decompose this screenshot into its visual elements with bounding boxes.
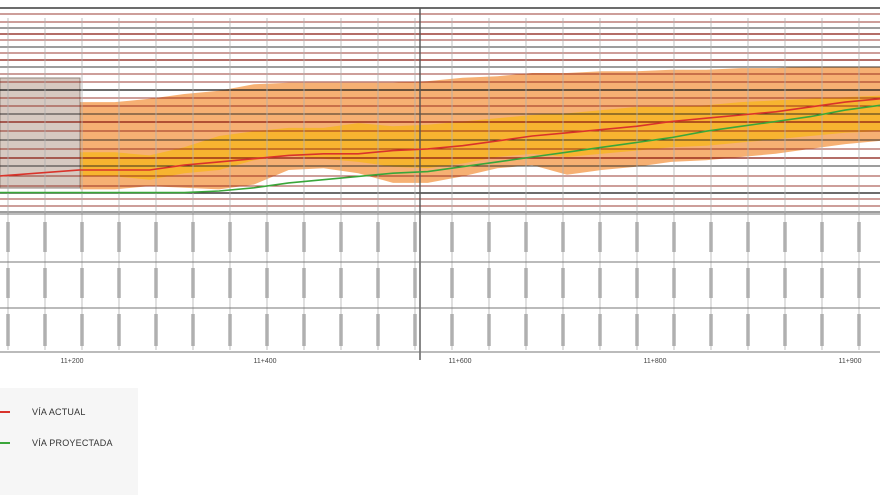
data-table-grid [0,213,880,353]
table-cell-mark [117,268,121,298]
legend: VÍA ACTUAL VÍA PROYECTADA [0,388,138,495]
table-cell-mark [709,222,713,252]
hatched-reference-box [0,77,81,189]
table-cell-mark [191,222,195,252]
table-cell-mark [265,314,269,346]
green-line-icon [0,442,10,444]
chainage-label: 11+200 [60,358,83,365]
series-lines [0,98,880,194]
chainage-label: 11+400 [253,358,276,365]
table-cell-mark [450,222,454,252]
table-cell-mark [672,314,676,346]
table-cell-mark [857,268,861,298]
table-cell-mark [746,222,750,252]
table-cell-mark [635,222,639,252]
table-cell-mark [339,314,343,346]
table-cell-mark [487,314,491,346]
table-cell-mark [117,222,121,252]
table-cell-mark [561,222,565,252]
legend-item-projected: VÍA PROYECTADA [0,436,113,450]
table-cell-mark [672,222,676,252]
table-cell-mark [820,314,824,346]
table-cell-mark [80,222,84,252]
table-cell-mark [635,268,639,298]
table-cell-mark [413,314,417,346]
table-cell-mark [783,314,787,346]
table-cell-mark [709,268,713,298]
table-cell-mark [80,268,84,298]
table-cell-mark [265,268,269,298]
table-cell-mark [524,222,528,252]
table-cell-mark [709,314,713,346]
table-cell-mark [191,268,195,298]
table-cell-mark [6,314,10,346]
longitudinal-profile-chart: 11+200 11+400 11+600 11+800 11+900 [0,7,880,365]
table-cell-mark [302,222,306,252]
table-cell-mark [524,314,528,346]
table-cell-mark [746,314,750,346]
table-cell-mark [783,222,787,252]
legend-label-projected: VÍA PROYECTADA [32,438,113,448]
table-cell-mark [413,222,417,252]
table-cell-mark [857,314,861,346]
table-cell-mark [43,222,47,252]
table-cell-mark [80,314,84,346]
table-cell-mark [857,222,861,252]
table-cell-mark [672,268,676,298]
table-cell-mark [487,268,491,298]
table-cell-mark [561,314,565,346]
table-cell-mark [154,222,158,252]
table-cell-mark [43,314,47,346]
table-cell-mark [450,314,454,346]
table-cell-mark [302,314,306,346]
table-cell-mark [413,268,417,298]
chainage-label: 11+600 [448,358,471,365]
legend-label-actual: VÍA ACTUAL [32,407,86,417]
chainage-label: 11+800 [643,358,666,365]
table-cell-mark [265,222,269,252]
table-cell-mark [228,268,232,298]
reference-lines [0,7,880,213]
table-cell-mark [6,222,10,252]
table-cell-mark [302,268,306,298]
table-cell-mark [376,314,380,346]
table-cell-mark [598,314,602,346]
table-cell-mark [117,314,121,346]
plot-area [0,7,880,360]
table-cell-mark [154,268,158,298]
table-cell-mark [191,314,195,346]
table-cell-mark [339,268,343,298]
table-cell-mark [43,268,47,298]
table-cell-mark [524,268,528,298]
vertical-grid [7,8,860,360]
table-cell-mark [635,314,639,346]
table-cell-mark [6,268,10,298]
series-line-actual-lead [0,169,81,177]
inner-band-area [80,95,880,180]
inner-tolerance-band [80,95,880,180]
series-line-actual [80,98,880,171]
legend-item-actual: VÍA ACTUAL [0,405,86,419]
table-cell-mark [820,268,824,298]
chainage-label: 11+900 [838,358,861,365]
red-line-icon [0,411,10,413]
table-cell-mark [820,222,824,252]
table-cell-mark [561,268,565,298]
table-cell-mark [228,314,232,346]
table-cell-mark [783,268,787,298]
chainage-axis: 11+200 11+400 11+600 11+800 11+900 [60,358,861,365]
table-cell-mark [450,268,454,298]
table-cell-mark [746,268,750,298]
table-cell-mark [487,222,491,252]
table-cell-mark [154,314,158,346]
table-cell-mark [376,268,380,298]
series-line-projected [80,104,880,194]
table-cell-mark [376,222,380,252]
table-cell-mark [228,222,232,252]
table-cell-mark [339,222,343,252]
table-cell-mark [598,268,602,298]
table-cell-mark [598,222,602,252]
